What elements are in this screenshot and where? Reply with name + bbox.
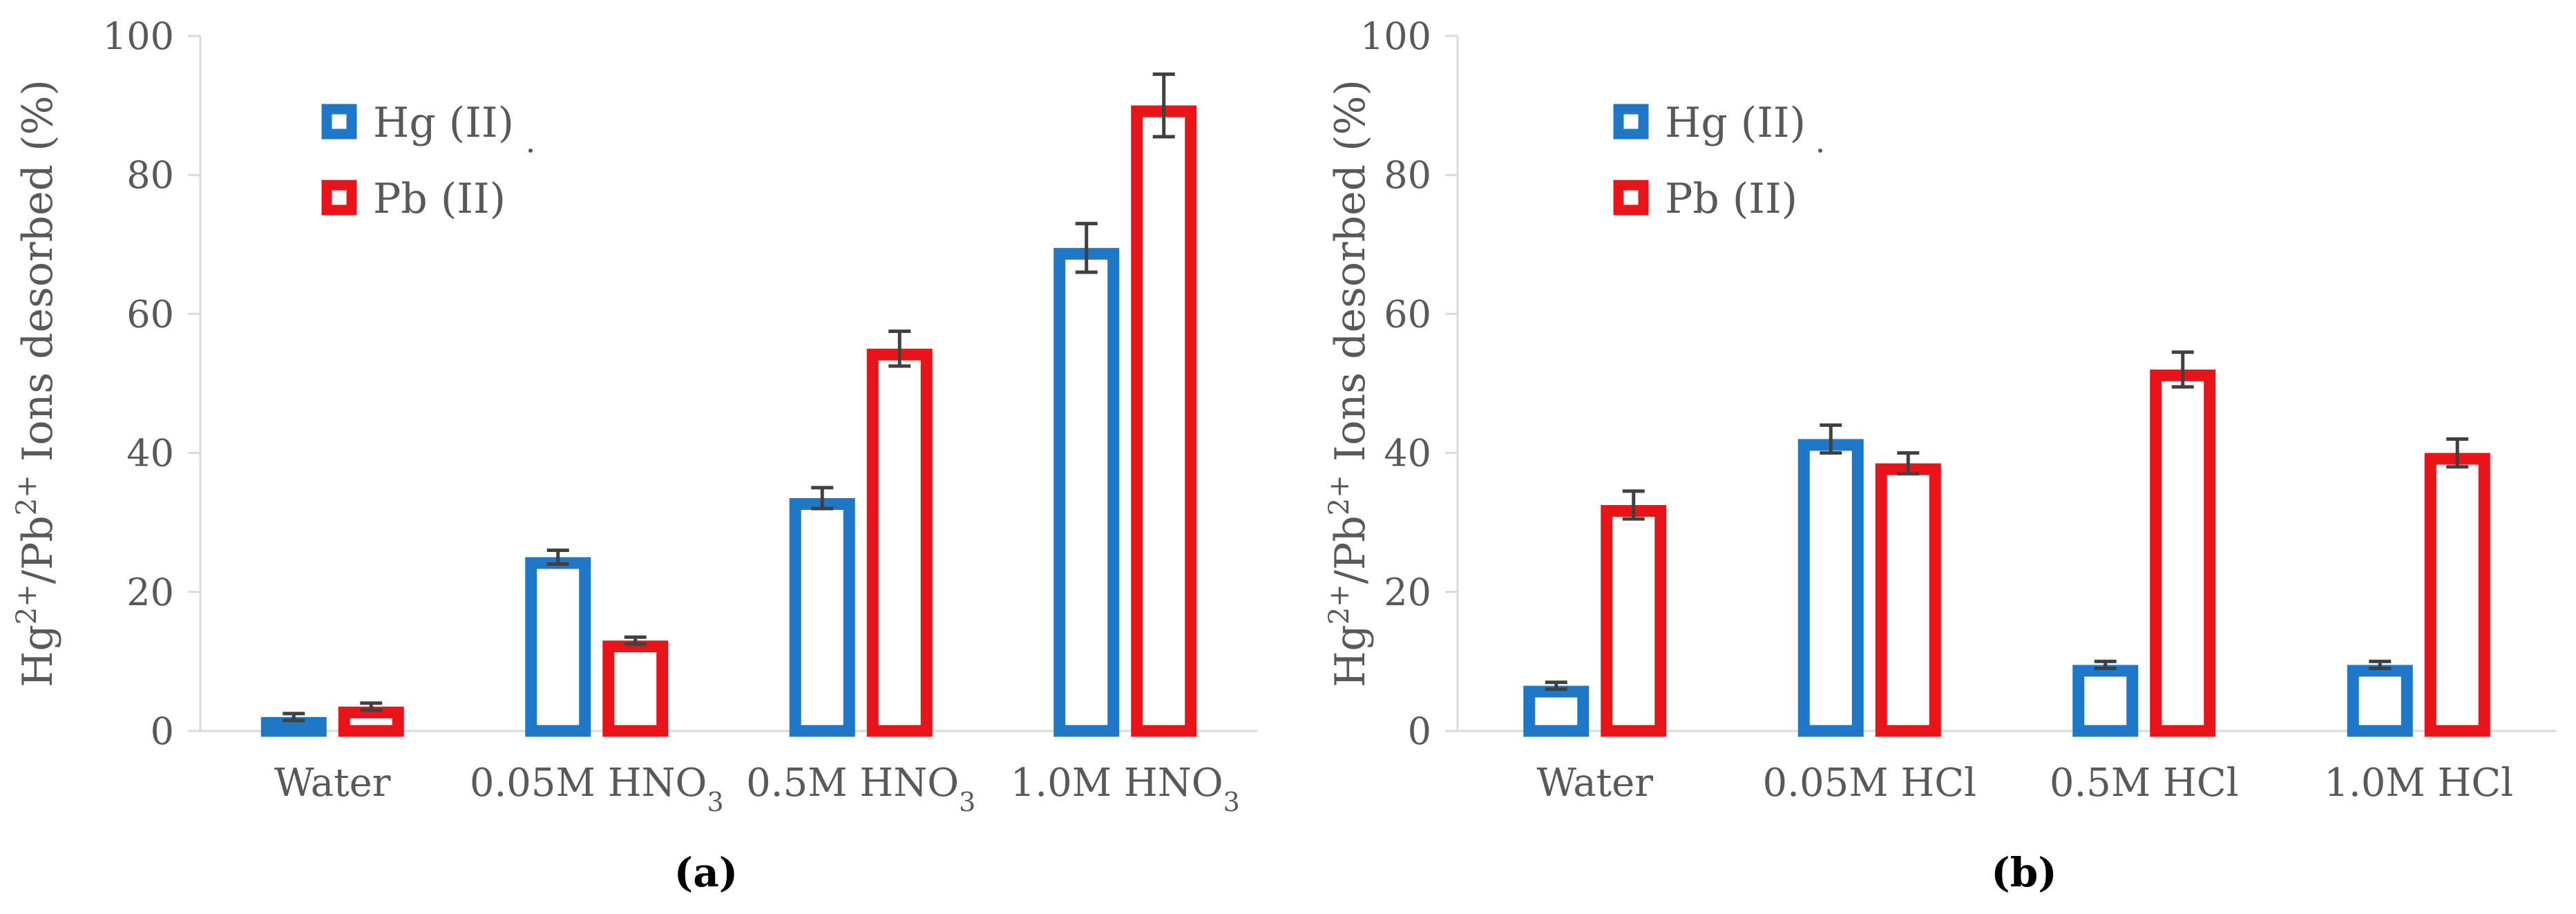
legend-dot <box>1818 149 1822 153</box>
legend-label-hg: Hg (II) <box>1665 99 1806 147</box>
y-axis-label-part: Ions desorbed (%) <box>14 79 62 475</box>
y-axis-label-part: 2+ <box>11 584 43 625</box>
y-axis-label: Hg2+/Pb2+ Ions desorbed (%) <box>1324 79 1375 687</box>
x-tick-label: 1.0M HNO3 <box>1011 761 1240 817</box>
legend-label-pb: Pb (II) <box>373 175 506 223</box>
x-tick-label-text: Water <box>274 761 391 806</box>
x-tick-label-text: 0.05M HCl <box>1763 761 1976 806</box>
y-tick-label: 20 <box>126 571 174 614</box>
legend-swatch-pb <box>321 180 357 216</box>
bar-hg <box>1523 685 1590 737</box>
x-tick-label: Water <box>274 761 391 806</box>
bar-hg <box>1053 247 1120 737</box>
y-axis-label-part: Hg <box>1326 625 1375 687</box>
y-tick-label: 80 <box>1384 153 1431 197</box>
x-tick-label-subscript: 3 <box>707 787 723 817</box>
bar-hg <box>2072 665 2139 737</box>
y-axis-label-part: Ions desorbed (%) <box>1326 79 1375 475</box>
y-tick-label: 40 <box>1384 432 1431 475</box>
y-axis-label-part: 2+ <box>11 475 43 515</box>
y-axis-label-part: Hg <box>14 625 62 687</box>
y-tick-label: 100 <box>103 15 174 58</box>
x-tick-label: 0.05M HCl <box>1763 761 1976 806</box>
y-tick-label: 60 <box>1384 292 1431 336</box>
bar-pb <box>866 348 933 737</box>
legend-swatch-hg <box>321 104 357 140</box>
x-tick-label-text: 0.5M HCl <box>2050 761 2239 806</box>
bar-pb <box>338 706 404 737</box>
panel-label: (a) <box>674 849 738 896</box>
legend-label-hg: Hg (II) <box>373 99 514 147</box>
bar-pb <box>1131 105 1197 737</box>
x-tick-label-text: 1.0M HCl <box>2324 761 2513 806</box>
y-tick-label: 0 <box>1408 710 1431 753</box>
y-tick-label: 0 <box>151 710 174 753</box>
x-tick-label: 0.5M HNO3 <box>746 761 975 817</box>
bar-pb <box>2424 453 2490 737</box>
legend-label-pb: Pb (II) <box>1665 175 1797 223</box>
bar-pb <box>1601 505 1667 737</box>
bar-hg <box>2347 665 2413 737</box>
y-axis-label: Hg2+/Pb2+ Ions desorbed (%) <box>11 79 62 687</box>
bar-hg <box>525 557 591 737</box>
y-tick-label: 60 <box>126 292 174 336</box>
bar-pb <box>602 640 669 737</box>
y-axis-label-part: 2+ <box>1324 584 1355 625</box>
x-tick-label-subscript: 3 <box>959 787 975 817</box>
bar-hg <box>1797 439 1864 737</box>
y-tick-label: 100 <box>1360 15 1431 58</box>
y-axis-label-part: 2+ <box>1324 475 1355 515</box>
x-tick-label-text: 0.05M HNO <box>470 761 707 806</box>
y-axis-label-part: /Pb <box>14 515 62 584</box>
bar-hg <box>260 716 327 737</box>
x-tick-label-text: 1.0M HNO <box>1011 761 1223 806</box>
y-tick-label: 80 <box>126 153 174 197</box>
x-tick-label-text: 0.5M HNO <box>746 761 959 806</box>
x-tick-label-subscript: 3 <box>1223 787 1240 817</box>
x-tick-label: 1.0M HCl <box>2324 761 2513 806</box>
y-tick-label: 20 <box>1384 571 1431 614</box>
x-tick-label: Water <box>1537 761 1654 806</box>
y-axis-label-part: /Pb <box>1326 515 1375 584</box>
bar-hg <box>789 497 855 737</box>
x-tick-label: 0.05M HNO3 <box>470 761 724 817</box>
bar-pb <box>2150 369 2216 737</box>
bar-pb <box>1875 463 1941 737</box>
legend-swatch-hg <box>1613 104 1649 140</box>
legend-swatch-pb <box>1613 180 1649 216</box>
panel-label: (b) <box>1991 849 2057 896</box>
x-tick-label: 0.5M HCl <box>2050 761 2239 806</box>
y-tick-label: 40 <box>126 432 174 475</box>
x-tick-label-text: Water <box>1537 761 1654 806</box>
legend-dot <box>528 149 533 153</box>
